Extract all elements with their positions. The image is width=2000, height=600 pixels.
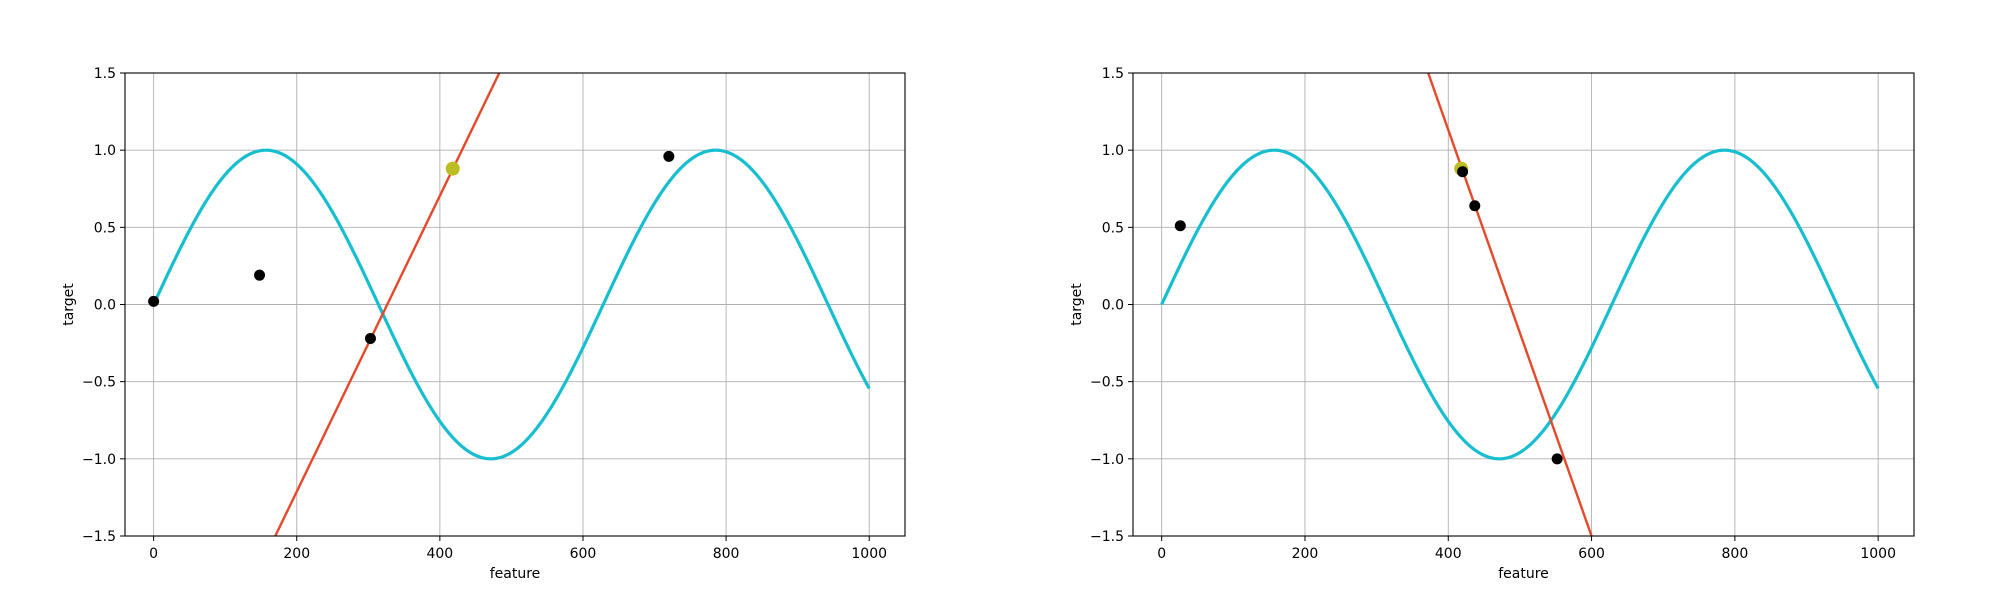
x-tick-label: 400 bbox=[1435, 546, 1462, 562]
data-point bbox=[148, 295, 160, 307]
y-axis-label: target bbox=[61, 283, 77, 326]
x-tick-label: 1000 bbox=[851, 546, 887, 562]
sine-curve bbox=[152, 148, 871, 461]
chart-panel-left: 0 200 400 600 800 1000 −1.5 −1.0 −0.5 0.0 0.5 1.0 1.… bbox=[61, 66, 906, 582]
x-tick-label: 800 bbox=[1722, 546, 1749, 562]
y-tick-label: 0.5 bbox=[94, 220, 116, 236]
y-tick-label: −1.0 bbox=[82, 452, 116, 468]
x-tick-label: 400 bbox=[426, 546, 453, 562]
x-tick-label: 0 bbox=[1157, 546, 1166, 562]
data-point bbox=[1174, 220, 1186, 232]
y-tick-label: 0.0 bbox=[1102, 298, 1124, 314]
y-tick-label: 1.0 bbox=[1102, 143, 1124, 159]
data-point bbox=[1469, 200, 1481, 212]
fit-line bbox=[1427, 73, 1593, 536]
highlight-point bbox=[445, 161, 460, 176]
x-tick-label: 200 bbox=[283, 546, 310, 562]
y-tick-label: −0.5 bbox=[1090, 375, 1124, 391]
x-tick-label: 0 bbox=[149, 546, 158, 562]
plot-area bbox=[1160, 73, 1880, 536]
data-point bbox=[254, 269, 266, 281]
x-tick-label: 600 bbox=[1578, 546, 1605, 562]
fit-line bbox=[274, 73, 501, 536]
chart-panel-right: 0 200 400 600 800 1000 −1.5 −1.0 −0.5 0.0 0.5 1.0 1.… bbox=[1069, 66, 1915, 582]
y-tick-label: −1.5 bbox=[82, 529, 116, 545]
y-tick-label: 1.5 bbox=[1102, 66, 1124, 82]
data-point bbox=[1551, 453, 1563, 465]
y-tick-label: 1.0 bbox=[94, 143, 116, 159]
x-tick-label: 1000 bbox=[1860, 546, 1896, 562]
x-axis-label: feature bbox=[490, 566, 541, 582]
y-tick-label: −1.5 bbox=[1090, 529, 1124, 545]
y-tick-label: −0.5 bbox=[82, 375, 116, 391]
y-tick-label: −1.0 bbox=[1090, 452, 1124, 468]
x-tick-label: 800 bbox=[713, 546, 740, 562]
plot-area bbox=[148, 73, 871, 536]
x-tick-label: 200 bbox=[1292, 546, 1319, 562]
y-tick-label: 1.5 bbox=[94, 66, 116, 82]
y-tick-label: 0.0 bbox=[94, 298, 116, 314]
data-point bbox=[663, 150, 675, 162]
data-point bbox=[364, 332, 376, 344]
y-axis-label: target bbox=[1069, 283, 1085, 326]
x-tick-label: 600 bbox=[570, 546, 597, 562]
x-axis-label: feature bbox=[1498, 566, 1549, 582]
y-tick-label: 0.5 bbox=[1102, 220, 1124, 236]
data-point bbox=[1457, 166, 1469, 178]
sine-curve bbox=[1160, 148, 1880, 461]
